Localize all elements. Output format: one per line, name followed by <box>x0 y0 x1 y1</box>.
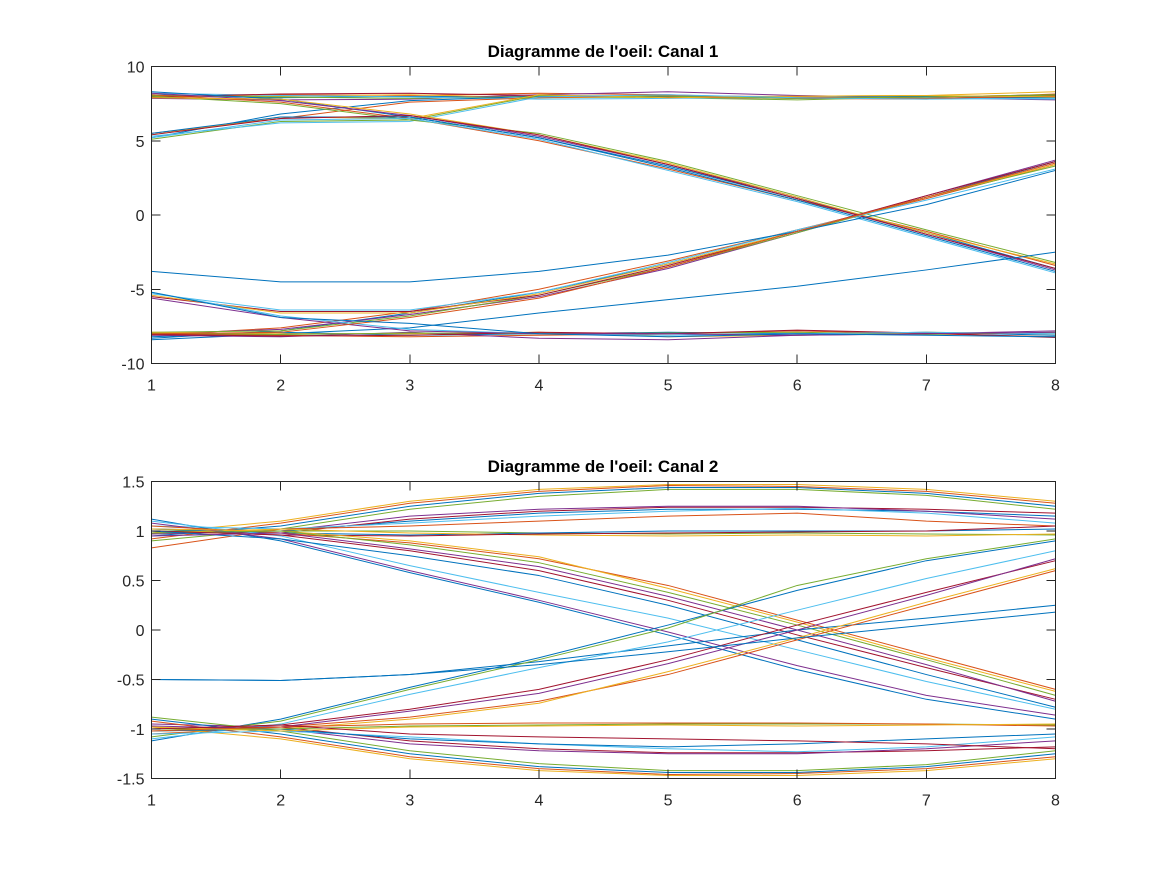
trace-line-1 <box>151 486 1056 537</box>
y-axis-canal-1: 10 5 0 -5 -10 <box>121 60 1056 374</box>
y-tick-label: 5 <box>136 134 145 151</box>
y-tick-label: -10 <box>121 357 144 374</box>
trace-line-23 <box>151 159 1056 335</box>
trace-line-16 <box>151 520 1056 710</box>
y-tick-label: 10 <box>127 60 145 77</box>
trace-line-38 <box>151 730 1056 753</box>
trace-line-26 <box>151 168 1056 311</box>
x-tick-label: 1 <box>147 793 156 810</box>
trace-line-37 <box>151 297 1056 336</box>
trace-line-12 <box>151 528 1056 537</box>
x-tick-label: 8 <box>1051 793 1060 810</box>
trace-line-27 <box>151 568 1056 732</box>
x-tick-label: 6 <box>793 793 802 810</box>
trace-line-14 <box>151 518 1056 720</box>
chart-title-canal-2: Diagramme de l'oeil: Canal 2 <box>488 457 719 476</box>
y-tick-label: 0.5 <box>122 574 144 591</box>
trace-line-27 <box>151 164 1056 314</box>
trace-line-4 <box>151 488 1056 542</box>
y-tick-label: 1.5 <box>122 475 144 492</box>
y-tick-label: 1 <box>136 524 145 541</box>
y-tick-label: -1.5 <box>117 772 145 789</box>
trace-line-25 <box>151 161 1056 313</box>
trace-line-20 <box>151 117 1056 274</box>
trace-line-28 <box>151 169 1056 283</box>
trace-line-2 <box>151 484 1056 540</box>
x-tick-label: 2 <box>276 378 285 395</box>
x-tick-label: 7 <box>922 378 931 395</box>
y-tick-label: 0 <box>136 623 145 640</box>
axes-canal-1: Diagramme de l'oeil: Canal 1 1 2 3 4 5 6 7 8 10… <box>121 42 1060 395</box>
axes-box-canal-2 <box>151 481 1056 779</box>
trace-line-17 <box>151 97 1056 265</box>
x-tick-label: 7 <box>922 793 931 810</box>
trace-line-24 <box>151 165 1056 333</box>
x-tick-label: 3 <box>405 378 414 395</box>
trace-line-19 <box>151 530 1056 696</box>
y-axis-canal-2: 1.5 1 0.5 0 -0.5 -1 -1.5 <box>117 475 1056 789</box>
x-tick-label: 4 <box>534 793 543 810</box>
trace-line-3 <box>151 483 1056 534</box>
y-tick-label: -0.5 <box>117 673 145 690</box>
trace-line-17 <box>151 525 1056 690</box>
trace-line-9 <box>151 512 1056 549</box>
trace-line-25 <box>151 538 1056 738</box>
y-tick-label: -5 <box>130 282 144 299</box>
x-tick-label: 3 <box>405 793 414 810</box>
trace-line-15 <box>151 522 1056 716</box>
trace-line-29 <box>151 558 1056 728</box>
x-tick-label: 5 <box>664 793 673 810</box>
trace-line-36 <box>151 726 1056 754</box>
trace-line-38 <box>151 162 1056 335</box>
x-tick-label: 4 <box>534 378 543 395</box>
trace-line-11 <box>151 94 1056 136</box>
trace-line-18 <box>151 528 1056 692</box>
trace-line-32 <box>151 718 1056 774</box>
trace-line-39 <box>151 291 1056 338</box>
trace-line-26 <box>151 570 1056 735</box>
x-axis-canal-2: 1 2 3 4 5 6 7 8 <box>147 481 1060 810</box>
trace-line-24 <box>151 540 1056 742</box>
trace-line-22 <box>151 164 1056 336</box>
traces-canal-1 <box>151 91 1056 341</box>
trace-line-43 <box>151 724 1056 750</box>
trace-line-21 <box>151 530 1056 708</box>
trace-line-42 <box>151 723 1056 732</box>
trace-line-34 <box>151 726 1056 777</box>
trace-line-28 <box>151 560 1056 730</box>
x-tick-label: 1 <box>147 378 156 395</box>
axes-box-canal-1 <box>151 66 1056 364</box>
trace-line-30 <box>151 550 1056 740</box>
x-tick-label: 5 <box>664 378 673 395</box>
axes-canal-2: Diagramme de l'oeil: Canal 2 1 2 3 4 5 6 7 8 1.… <box>117 457 1060 810</box>
trace-line-20 <box>151 530 1056 700</box>
trace-line-35 <box>151 716 1056 772</box>
trace-line-31 <box>151 611 1056 681</box>
x-tick-label: 2 <box>276 793 285 810</box>
trace-line-22 <box>151 532 1056 702</box>
x-tick-label: 6 <box>793 378 802 395</box>
chart-title-canal-1: Diagramme de l'oeil: Canal 1 <box>488 42 719 61</box>
y-tick-label: -1 <box>130 722 144 739</box>
traces-canal-2 <box>151 483 1056 777</box>
trace-line-33 <box>151 720 1056 776</box>
trace-line-12 <box>151 94 1056 137</box>
x-tick-label: 8 <box>1051 378 1060 395</box>
x-axis-canal-1: 1 2 3 4 5 6 7 8 <box>147 66 1060 395</box>
trace-line-18 <box>151 116 1056 272</box>
trace-line-15 <box>151 95 1056 264</box>
y-tick-label: 0 <box>136 208 145 225</box>
trace-line-19 <box>151 115 1056 269</box>
